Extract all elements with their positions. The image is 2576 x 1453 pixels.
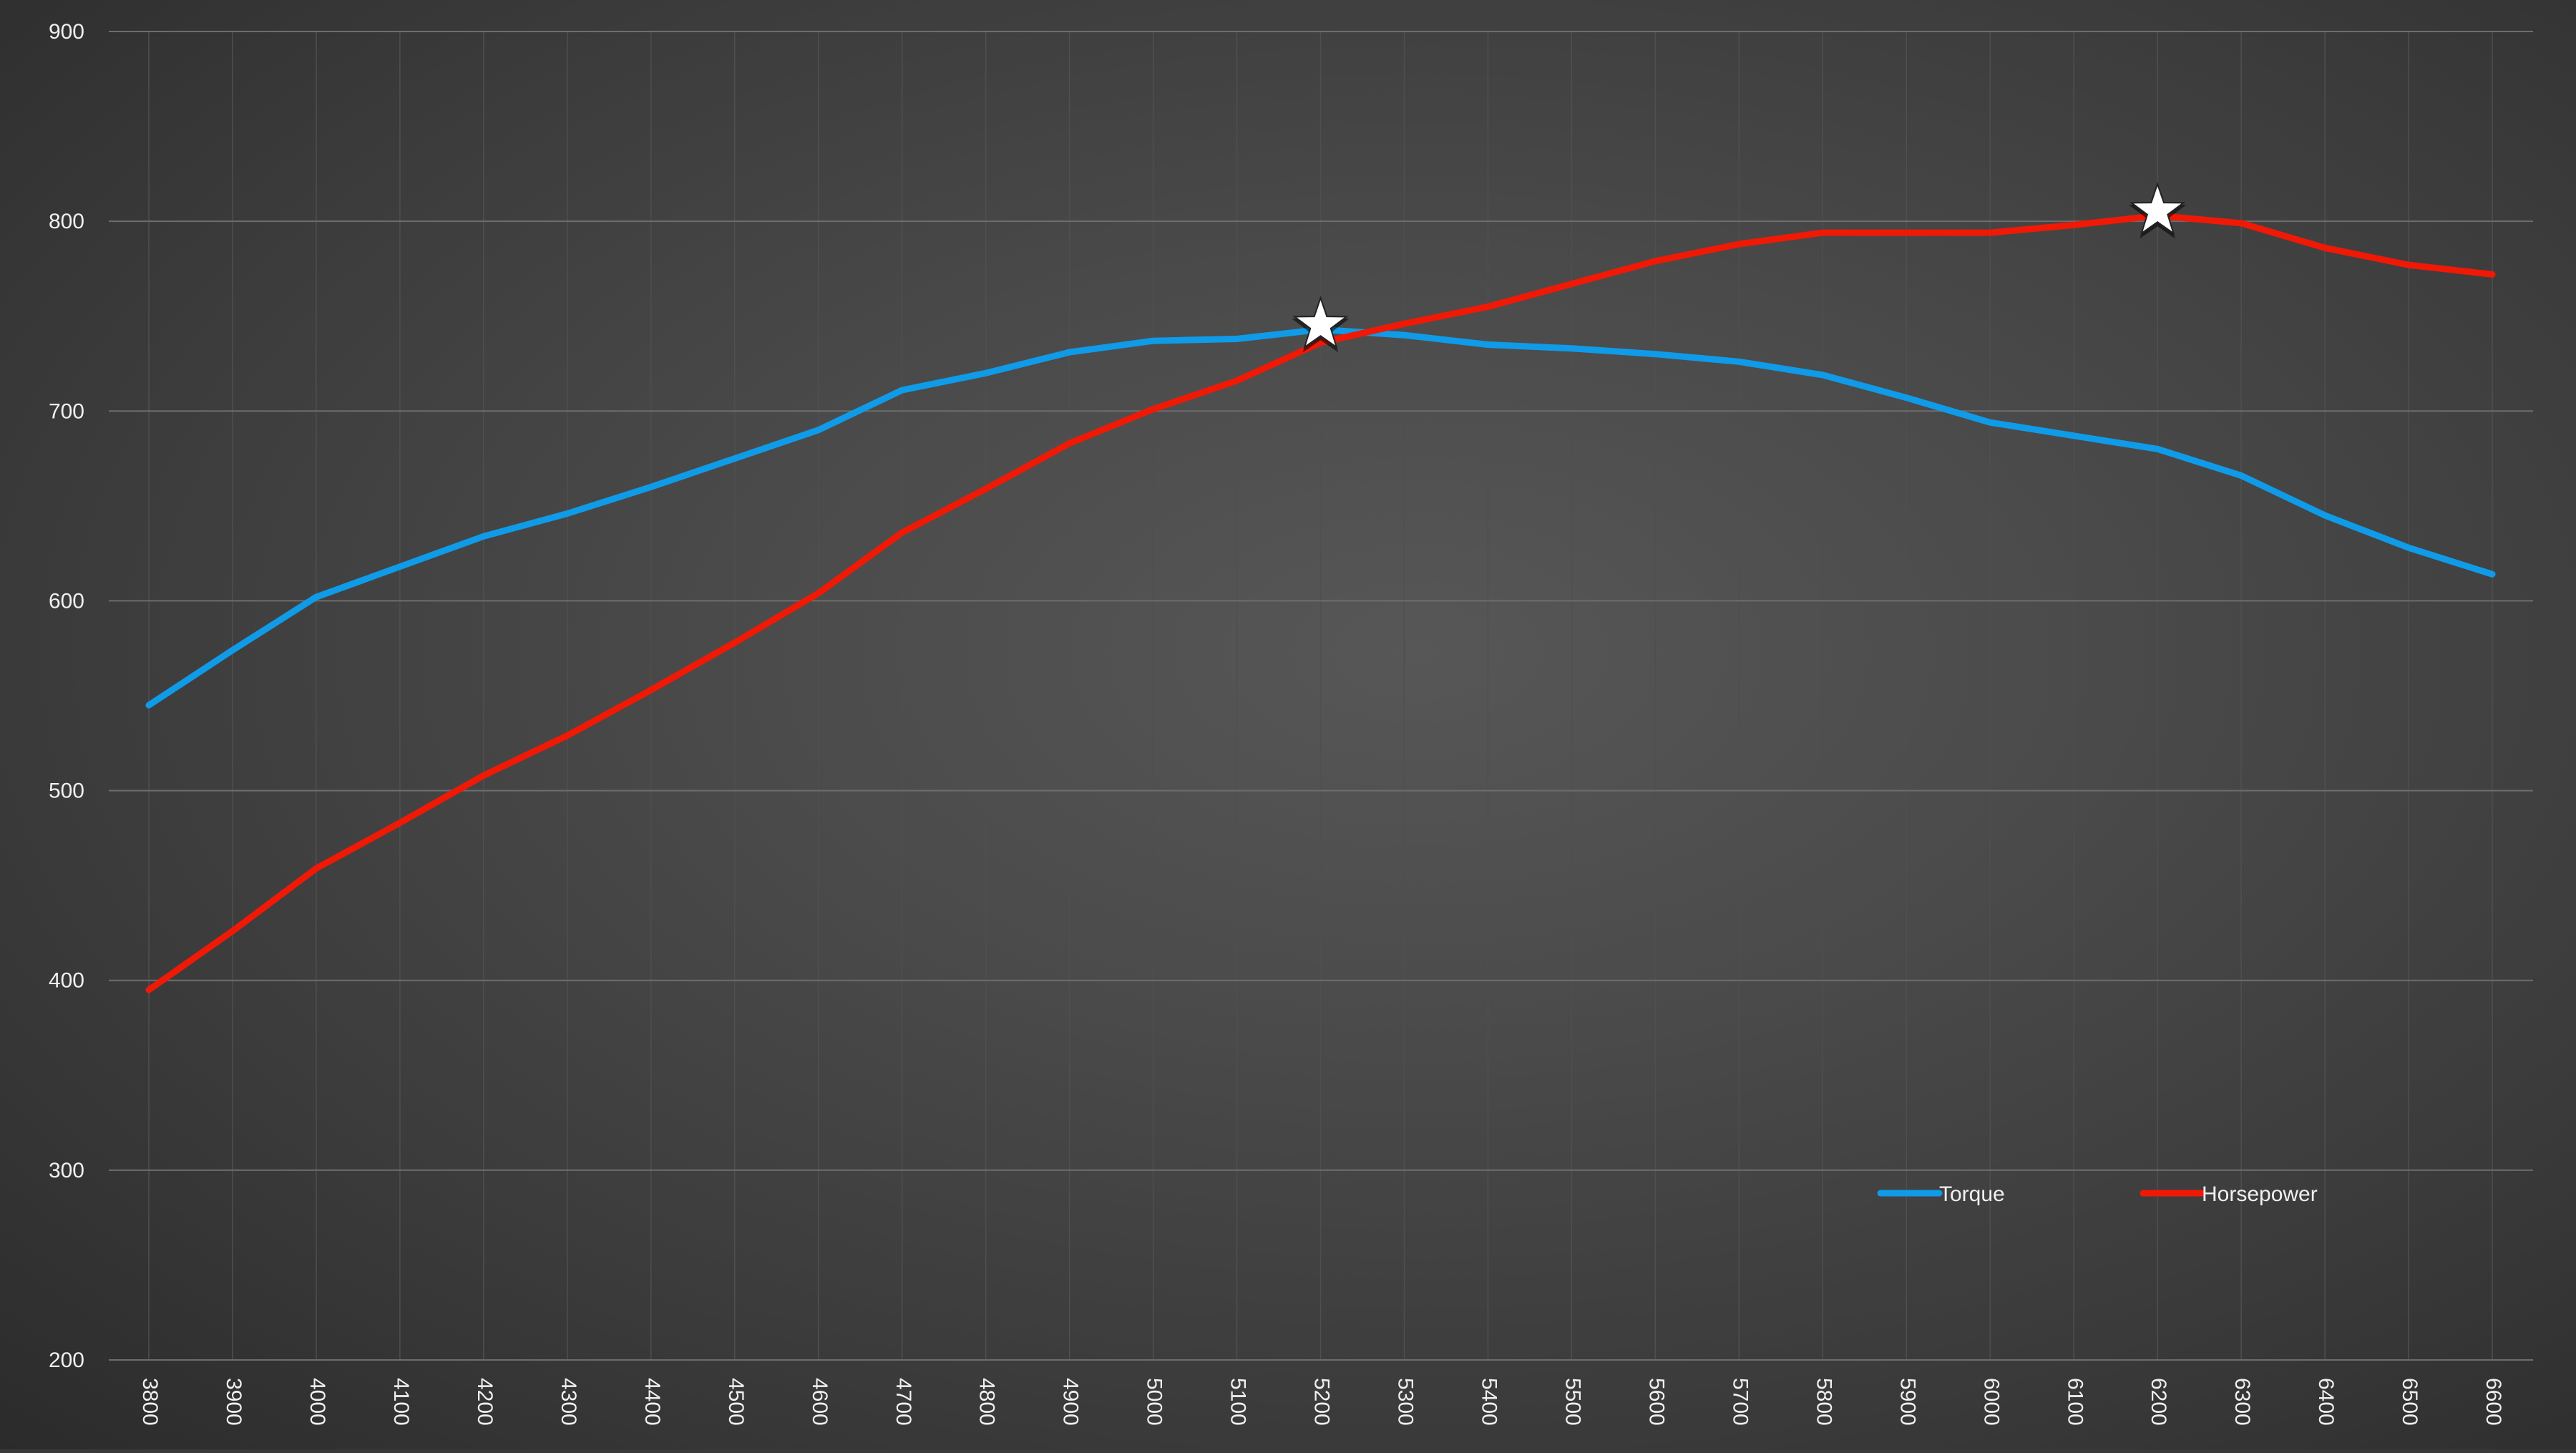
x-tick-label: 5100: [1226, 1378, 1250, 1426]
y-tick-label: 400: [49, 969, 84, 993]
y-tick-label: 700: [49, 399, 84, 423]
x-tick-label: 5800: [1812, 1378, 1835, 1426]
legend-label-torque: Torque: [1939, 1182, 2005, 1206]
star-marker-icon: [2129, 182, 2186, 235]
star-marker-icon: [1292, 296, 1349, 349]
y-axis-tick-labels: 200 300 400 500 600 700 800 900: [49, 20, 84, 1372]
x-tick-label: 4900: [1059, 1378, 1083, 1426]
legend: Torque Horsepower: [1877, 1182, 2318, 1206]
y-tick-label: 900: [49, 20, 84, 44]
x-tick-label: 6600: [2482, 1378, 2505, 1426]
x-tick-label: 4300: [557, 1378, 580, 1426]
x-tick-label: 5400: [1478, 1378, 1501, 1426]
x-tick-label: 6000: [1979, 1378, 2003, 1426]
x-tick-label: 3800: [138, 1378, 162, 1426]
vertical-gridlines: [148, 31, 2493, 1360]
x-tick-label: 5700: [1728, 1378, 1752, 1426]
peak-markers: [1292, 182, 2187, 353]
x-tick-label: 6200: [2147, 1378, 2170, 1426]
x-tick-label: 5500: [1561, 1378, 1584, 1426]
x-tick-label: 4800: [975, 1378, 999, 1426]
x-tick-label: 4500: [724, 1378, 748, 1426]
x-tick-label: 6100: [2063, 1378, 2087, 1426]
legend-label-horsepower: Horsepower: [2202, 1182, 2318, 1206]
x-tick-label: 4600: [808, 1378, 831, 1426]
x-tick-label: 4000: [306, 1378, 329, 1426]
x-tick-label: 6400: [2314, 1378, 2338, 1426]
x-tick-label: 5000: [1143, 1378, 1166, 1426]
y-tick-label: 300: [49, 1159, 84, 1182]
x-tick-label: 4200: [473, 1378, 497, 1426]
series-line-horsepower: [145, 212, 2496, 993]
x-tick-label: 6300: [2230, 1378, 2254, 1426]
x-tick-label: 5200: [1310, 1378, 1334, 1426]
x-tick-label: 5900: [1896, 1378, 1919, 1426]
x-tick-label: 5600: [1644, 1378, 1668, 1426]
y-tick-label: 600: [49, 589, 84, 613]
y-tick-label: 500: [49, 779, 84, 803]
x-tick-label: 4100: [389, 1378, 413, 1426]
x-tick-label: 6500: [2398, 1378, 2421, 1426]
y-tick-label: 200: [49, 1348, 84, 1372]
x-tick-label: 4700: [892, 1378, 915, 1426]
x-tick-label: 5300: [1394, 1378, 1418, 1426]
y-tick-label: 800: [49, 210, 84, 233]
x-axis-tick-labels: 3800 3900 4000 4100 4200 4300 4400 4500 4600 4700…: [138, 1378, 2505, 1426]
x-tick-label: 4400: [640, 1378, 664, 1426]
horizontal-gridlines: [109, 31, 2533, 1361]
x-tick-label: 3900: [222, 1378, 245, 1426]
